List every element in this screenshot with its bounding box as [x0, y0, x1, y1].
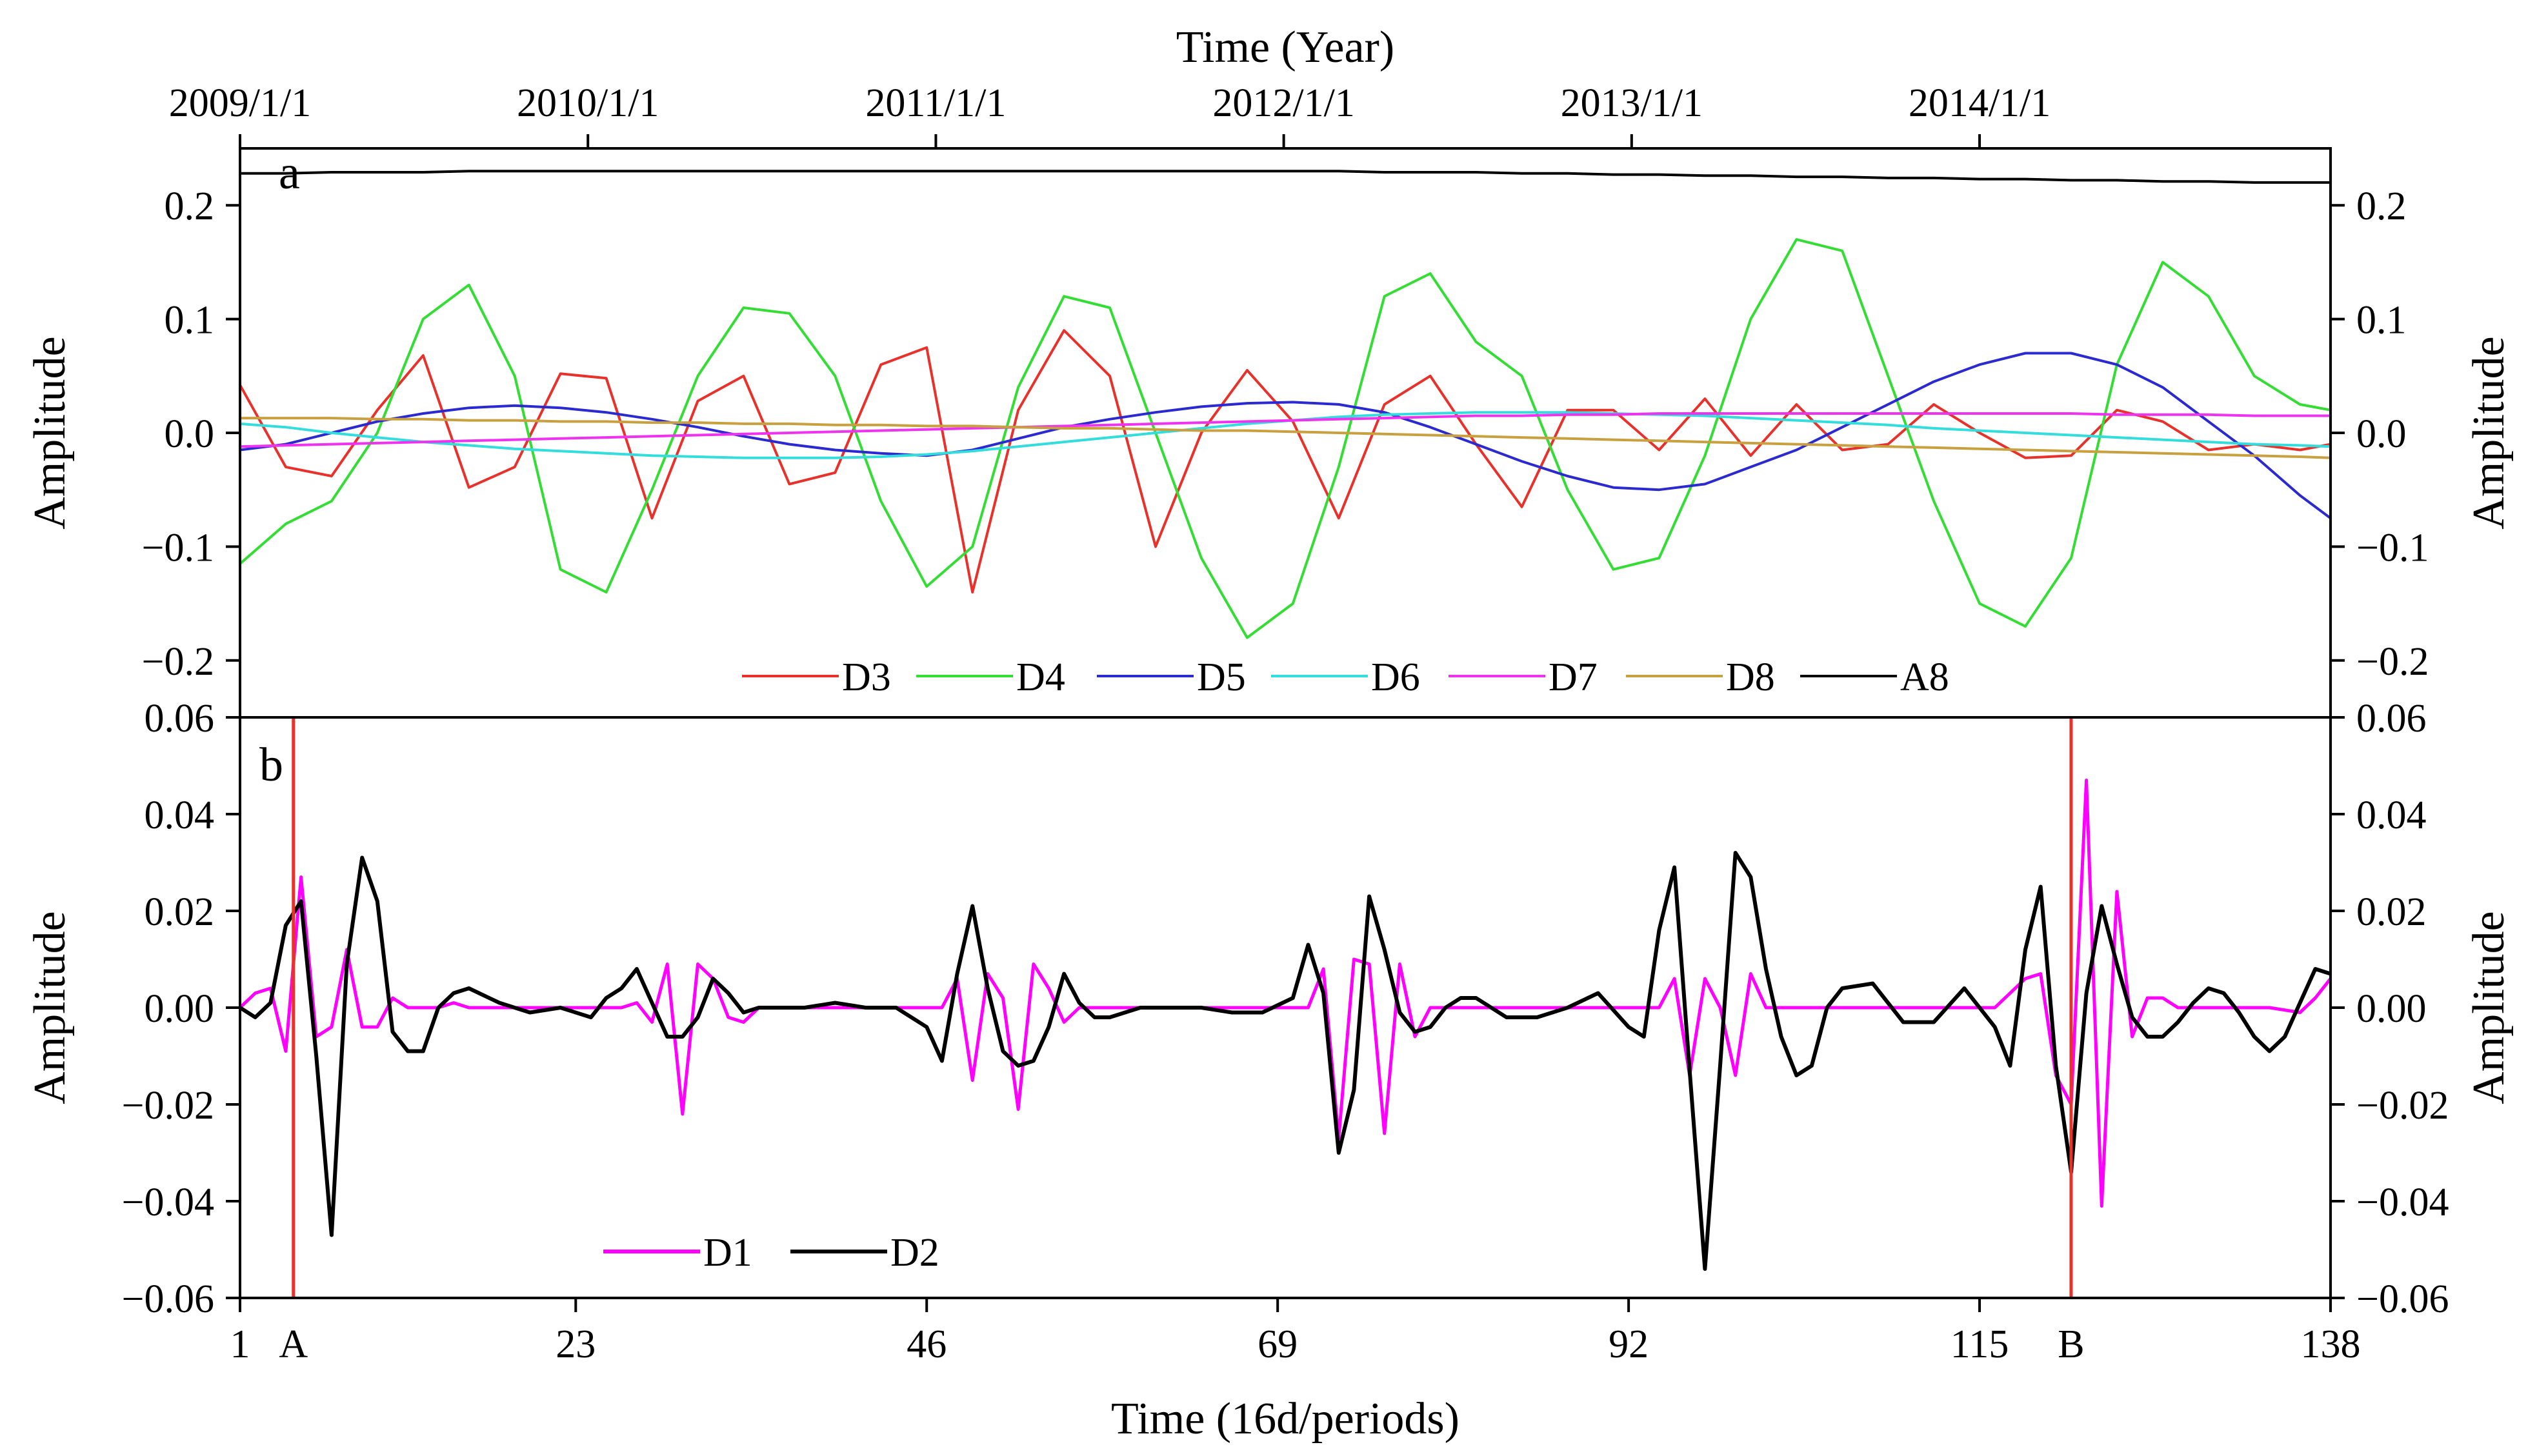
- b-ytick-label-left: −0.02: [122, 1084, 214, 1128]
- top-xtick-label: 2009/1/1: [169, 81, 311, 125]
- a-ytick-label-right: 0.1: [2356, 299, 2407, 343]
- axis-ticks: [226, 134, 2345, 1312]
- top-xtick-label: 2013/1/1: [1561, 81, 1703, 125]
- a-ytick-label-left: −0.2: [142, 640, 214, 684]
- series-line-d2: [240, 851, 2331, 1271]
- axis-labels: A B −0.2 −0.2 −0.1 −0.1 0.0 0.0 0.1 0.1 0.2 0.2 −0.0…: [25, 23, 2514, 1444]
- b-ytick-label-left: 0.04: [145, 793, 215, 837]
- legend-label-d6: D6: [1371, 655, 1420, 699]
- legend-label-d8: D8: [1726, 655, 1775, 699]
- b-xtick-label: 1: [230, 1322, 250, 1366]
- panel-a-letter: a: [279, 146, 300, 199]
- marker-label-a: A: [279, 1322, 308, 1366]
- a-ytick-label-right: −0.2: [2356, 640, 2429, 684]
- b-ytick-label-left: 0.02: [145, 890, 215, 934]
- a-ytick-label-left: −0.1: [142, 526, 214, 570]
- panel-a-series: [240, 170, 2331, 639]
- b-xtick-label: 115: [1950, 1322, 2009, 1366]
- panel-b-legend: D1 D2: [603, 1231, 939, 1275]
- panel-b-letter: b: [259, 739, 283, 792]
- series-line-a8: [240, 170, 2331, 184]
- a-ytick-label-left: 0.2: [165, 184, 215, 228]
- legend-label-d3: D3: [842, 655, 891, 699]
- panel-a-legend: D3 D4 D5 D6 D7 D8 A8: [742, 655, 1949, 699]
- panel-b-markers: [292, 717, 2073, 1298]
- b-ytick-label-left: 0.00: [145, 987, 215, 1031]
- b-xtick-label: 138: [2301, 1322, 2361, 1366]
- b-xtick-label: 92: [1609, 1322, 1649, 1366]
- b-ytick-label-left: −0.04: [122, 1181, 214, 1224]
- b-ytick-label-right: 0.06: [2356, 697, 2427, 741]
- a-ytick-label-left: 0.0: [165, 412, 215, 456]
- top-xtick-label: 2011/1/1: [865, 81, 1006, 125]
- a-ytick-label-right: 0.2: [2356, 184, 2407, 228]
- b-ytick-label-right: −0.04: [2356, 1181, 2449, 1224]
- top-xtick-label: 2014/1/1: [1909, 81, 2051, 125]
- legend-label-d1: D1: [703, 1231, 752, 1275]
- legend-label-d4: D4: [1016, 655, 1065, 699]
- b-ytick-label-right: 0.00: [2356, 987, 2427, 1031]
- b-ytick-label-right: 0.02: [2356, 890, 2427, 934]
- series-line-d4: [240, 238, 2331, 639]
- series-line-d5: [240, 352, 2331, 519]
- top-xtick-label: 2010/1/1: [517, 81, 659, 125]
- series-line-d7: [240, 412, 2331, 448]
- b-ylabel-left: Amplitude: [25, 911, 75, 1104]
- marker-label-b: B: [2058, 1322, 2084, 1366]
- legend-label-d7: D7: [1549, 655, 1598, 699]
- b-ytick-label-left: −0.06: [122, 1277, 214, 1321]
- top-axis-title: Time (Year): [1176, 23, 1394, 72]
- b-xtick-label: 23: [556, 1322, 596, 1366]
- a-ytick-label-left: 0.1: [165, 299, 215, 343]
- b-xtick-label: 69: [1258, 1322, 1298, 1366]
- b-ytick-label-left: 0.06: [145, 697, 215, 741]
- legend-label-d2: D2: [890, 1231, 939, 1275]
- a-ylabel-right: Amplitude: [2464, 336, 2514, 529]
- a-ylabel-left: Amplitude: [25, 336, 75, 529]
- panel-b-series: [240, 779, 2331, 1271]
- legend-label-a8: A8: [1900, 655, 1949, 699]
- bottom-axis-title: Time (16d/periods): [1111, 1394, 1459, 1444]
- b-xtick-label: 46: [907, 1322, 947, 1366]
- top-xtick-label: 2012/1/1: [1212, 81, 1354, 125]
- legend-label-d5: D5: [1197, 655, 1246, 699]
- b-ytick-label-right: 0.04: [2356, 793, 2427, 837]
- b-ytick-label-right: −0.02: [2356, 1084, 2449, 1128]
- a-ytick-label-right: 0.0: [2356, 412, 2407, 456]
- b-ytick-label-right: −0.06: [2356, 1277, 2449, 1321]
- series-line-d8: [240, 417, 2331, 459]
- b-ylabel-right: Amplitude: [2464, 911, 2514, 1104]
- a-ytick-label-right: −0.1: [2356, 526, 2429, 570]
